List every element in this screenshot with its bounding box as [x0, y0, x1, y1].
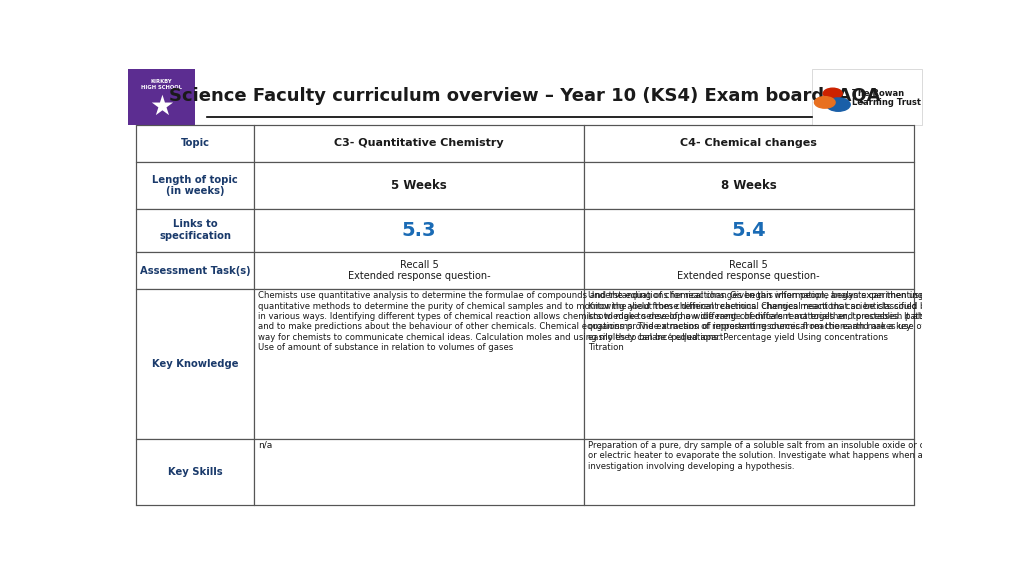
Bar — [812, 69, 922, 124]
Bar — [254, 124, 584, 162]
Text: C3- Quantitative Chemistry: C3- Quantitative Chemistry — [334, 138, 504, 149]
Text: Learning Trust: Learning Trust — [852, 98, 921, 107]
Bar — [136, 124, 254, 162]
Circle shape — [826, 98, 850, 111]
Text: 5 Weeks: 5 Weeks — [391, 179, 446, 192]
Text: Recall 5
Extended response question-: Recall 5 Extended response question- — [348, 260, 490, 281]
Text: Key Skills: Key Skills — [168, 467, 222, 477]
Text: Links to
specification: Links to specification — [159, 219, 231, 241]
Text: Chemists use quantitative analysis to determine the formulae of compounds and th: Chemists use quantitative analysis to de… — [258, 291, 941, 352]
Bar — [136, 209, 254, 252]
Text: Assessment Task(s): Assessment Task(s) — [139, 266, 250, 275]
Bar — [128, 69, 922, 124]
Text: Key Knowledge: Key Knowledge — [152, 359, 239, 369]
Circle shape — [823, 88, 842, 99]
Bar — [584, 289, 913, 439]
Bar — [128, 69, 196, 124]
Text: ★: ★ — [150, 93, 174, 121]
Text: 5.4: 5.4 — [731, 221, 766, 240]
Text: n/a: n/a — [258, 441, 272, 450]
Bar — [136, 252, 254, 289]
Bar — [584, 439, 913, 505]
Bar — [584, 162, 913, 209]
Bar — [254, 289, 584, 439]
Text: Length of topic
(in weeks): Length of topic (in weeks) — [153, 175, 238, 196]
Bar — [136, 162, 254, 209]
Text: Understanding of chemical changes began when people began experimenting with che: Understanding of chemical changes began … — [588, 291, 1024, 352]
Bar — [136, 439, 254, 505]
Bar — [136, 289, 254, 439]
Bar — [254, 209, 584, 252]
Text: C4- Chemical changes: C4- Chemical changes — [680, 138, 817, 149]
Bar — [254, 252, 584, 289]
Text: 8 Weeks: 8 Weeks — [721, 179, 776, 192]
Text: The Rowan: The Rowan — [852, 89, 904, 98]
Text: Science Faculty curriculum overview – Year 10 (KS4) Exam board: AQA: Science Faculty curriculum overview – Ye… — [169, 87, 881, 105]
Bar — [584, 209, 913, 252]
Circle shape — [814, 97, 836, 108]
Text: Topic: Topic — [180, 138, 210, 149]
Text: KIRKBY
HIGH SCHOOL: KIRKBY HIGH SCHOOL — [141, 79, 182, 90]
Bar — [254, 439, 584, 505]
Text: 5.3: 5.3 — [401, 221, 436, 240]
Bar — [584, 124, 913, 162]
Bar — [254, 162, 584, 209]
Bar — [584, 252, 913, 289]
Text: Preparation of a pure, dry sample of a soluble salt from an insoluble oxide or c: Preparation of a pure, dry sample of a s… — [588, 441, 1024, 471]
Text: Recall 5
Extended response question-: Recall 5 Extended response question- — [678, 260, 820, 281]
